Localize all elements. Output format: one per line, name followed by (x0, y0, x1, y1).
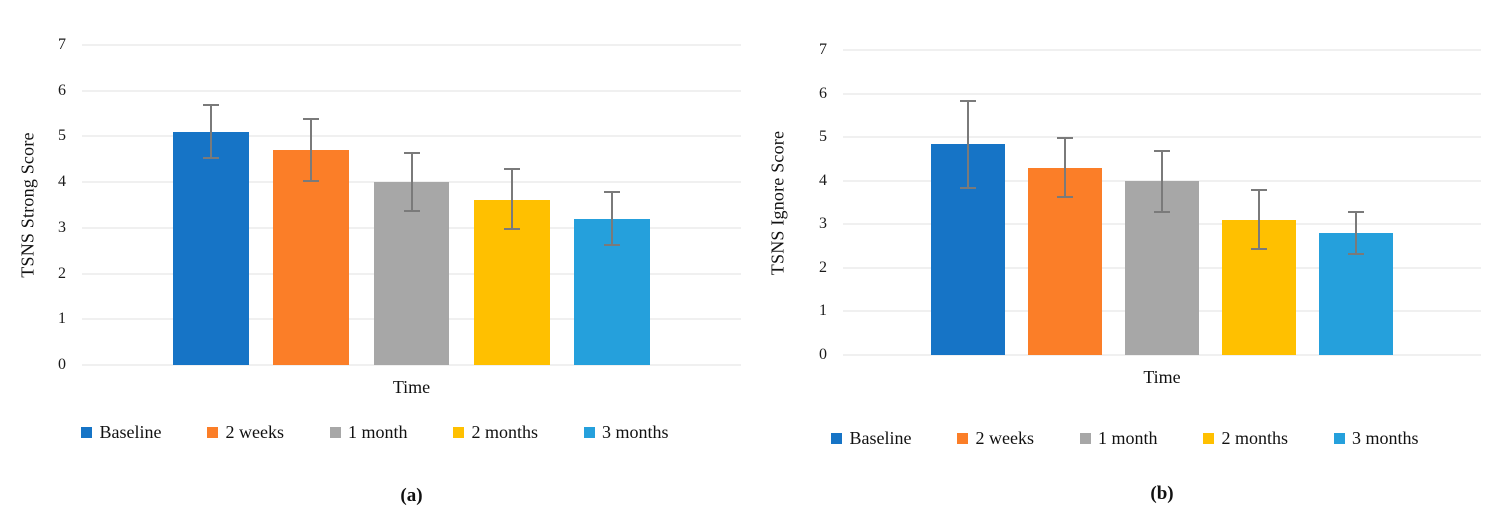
legend-label: Baseline (849, 428, 912, 448)
y-tick-label: 2 (58, 264, 66, 282)
gridline (82, 44, 741, 46)
legend-label: 2 weeks (975, 428, 1034, 448)
legend-item-1-month: 1 month (1079, 428, 1158, 449)
legend-swatch-icon (1203, 433, 1215, 444)
bar-baseline (173, 131, 250, 365)
legend-swatch-icon (207, 427, 219, 438)
x-axis-title: Time (1143, 367, 1181, 387)
error-bar-2-months (510, 168, 513, 231)
legend-item-2-weeks: 2 weeks (207, 422, 284, 443)
error-bar-baseline (967, 100, 970, 190)
legend-swatch-icon (453, 427, 465, 438)
plot-area (843, 49, 1481, 356)
legend-label: 3 months (1351, 428, 1419, 448)
legend-swatch-icon (831, 433, 843, 444)
y-tick-label: 3 (819, 215, 827, 233)
gridline (843, 49, 1481, 51)
legend-swatch-icon (329, 427, 341, 438)
legend-label: 2 months (471, 422, 538, 442)
legend-item-baseline: Baseline (81, 422, 161, 443)
legend-swatch-icon (1333, 433, 1345, 444)
error-bar-2-weeks (310, 118, 313, 183)
legend-swatch-icon (81, 427, 93, 438)
y-tick-label: 6 (819, 84, 827, 102)
gridline (82, 90, 741, 92)
legend: Baseline 2 weeks 1 month 2 months 3 months (0, 422, 750, 443)
bar-2-weeks (273, 150, 350, 365)
legend-item-baseline: Baseline (831, 428, 911, 449)
legend-item-3-months: 3 months (1333, 428, 1419, 449)
y-tick-label: 4 (819, 171, 827, 189)
figure-caption-b: (b) (1150, 483, 1174, 504)
legend-label: 2 weeks (225, 422, 284, 442)
y-tick-label: 1 (58, 310, 66, 328)
y-tick-label: 0 (58, 356, 66, 373)
y-tick-label: 4 (58, 173, 66, 191)
error-bar-2-months (1257, 189, 1260, 251)
legend-item-2-weeks: 2 weeks (957, 428, 1034, 449)
gridline (843, 354, 1481, 356)
legend-label: 1 month (347, 422, 408, 442)
y-tick-label: 5 (819, 128, 827, 146)
y-tick-label: 5 (58, 127, 66, 145)
error-bar-1-month (410, 152, 413, 212)
gridline (82, 364, 741, 366)
error-bar-baseline (210, 104, 213, 160)
legend-swatch-icon (1079, 433, 1091, 444)
bar-2-weeks (1028, 167, 1102, 355)
legend-label: Baseline (99, 422, 162, 442)
bar-1-month (373, 182, 450, 365)
legend-item-1-month: 1 month (329, 422, 408, 443)
legend-label: 2 months (1221, 428, 1288, 448)
y-axis: 0 1 2 3 4 5 6 7 (0, 37, 66, 373)
y-tick-label: 2 (819, 258, 827, 276)
x-axis-title: Time (392, 377, 431, 397)
legend-label: 3 months (601, 422, 669, 442)
legend-item-2-months: 2 months (453, 422, 538, 443)
y-tick-label: 3 (58, 218, 66, 236)
error-bar-1-month (1161, 150, 1163, 214)
legend-swatch-icon (583, 427, 595, 438)
y-tick-label: 7 (58, 36, 66, 53)
plot-area (82, 44, 741, 366)
legend-label: 1 month (1097, 428, 1158, 448)
gridline (843, 136, 1481, 138)
y-tick-label: 6 (58, 81, 66, 99)
gridline (843, 93, 1481, 95)
y-tick-label: 1 (819, 302, 827, 320)
legend: Baseline 2 weeks 1 month 2 months 3 months (750, 428, 1500, 449)
figure-caption-a: (a) (400, 485, 423, 506)
error-bar-2-weeks (1064, 137, 1067, 199)
error-bar-3-months (610, 191, 613, 247)
legend-item-3-months: 3 months (583, 422, 669, 443)
legend-item-2-months: 2 months (1203, 428, 1288, 449)
legend-swatch-icon (957, 433, 969, 444)
error-bar-3-months (1354, 211, 1357, 255)
y-axis: 0 1 2 3 4 5 6 7 (750, 42, 827, 363)
y-tick-label: 7 (819, 41, 827, 58)
y-tick-label: 0 (819, 346, 827, 363)
gridline (82, 135, 741, 137)
